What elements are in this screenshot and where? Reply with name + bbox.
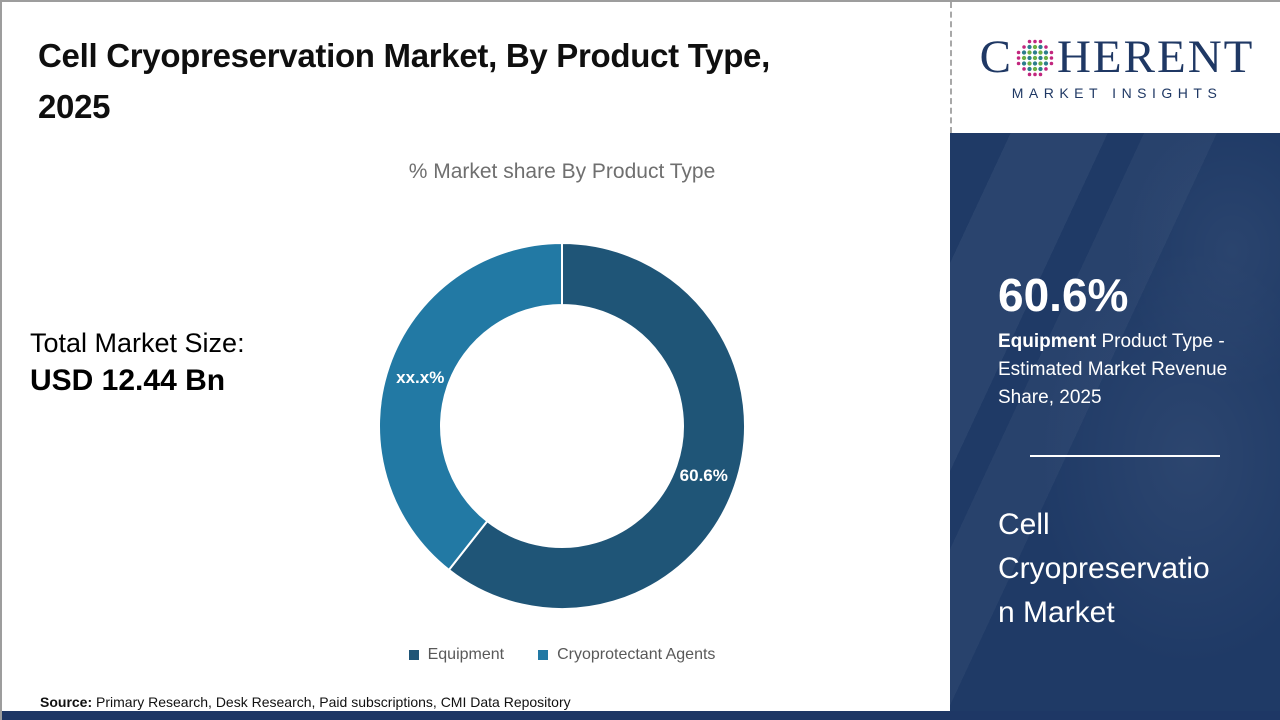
source-text: Primary Research, Desk Research, Paid su…: [92, 694, 571, 710]
sidebar-blue-panel: 60.6% Equipment Product Type - Estimated…: [950, 133, 1280, 720]
donut-chart: 60.6% xx.x%: [378, 241, 746, 610]
donut-slice-1: [378, 241, 563, 572]
legend-label-cryoprotectant-agents: Cryoprotectant Agents: [557, 646, 716, 663]
sidebar-stat-value: 60.6%: [998, 269, 1129, 321]
total-market-size-label: Total Market Size:: [30, 328, 245, 358]
legend-marker-equipment: [408, 650, 419, 660]
logo-box: C HERENT MARKET INSIGHTS: [950, 2, 1280, 133]
sidebar-content: 60.6% Equipment Product Type - Estimated…: [950, 133, 1280, 635]
coherent-logo: C HERENT: [980, 34, 1255, 81]
source-line: Source: Primary Research, Desk Research,…: [40, 694, 571, 710]
legend-label-equipment: Equipment: [427, 646, 505, 663]
chart-subtitle: % Market share By Product Type: [408, 160, 716, 183]
coherent-globe-icon: [1016, 39, 1054, 76]
donut-slice-label-1: xx.x%: [396, 368, 444, 387]
donut-slice-0: [447, 241, 746, 610]
total-market-size-value: USD 12.44 Bn: [30, 364, 226, 398]
legend-item-cryoprotectant-agents: Cryoprotectant Agents: [538, 646, 715, 664]
legend-marker-cryoprotectant-agents: [538, 650, 549, 660]
page-title-line2: 2025: [38, 88, 111, 126]
sidebar-stat-rest: Product Type - Estimated Market Revenue …: [998, 331, 1228, 409]
sidebar-market-name: Cell Cryopreservation Market: [998, 508, 1210, 630]
page-title-line1: Cell Cryopreservation Market, By Product…: [38, 37, 770, 74]
chart-legend: Equipment Cryoprotectant Agents: [162, 646, 962, 664]
sidebar-stat-segment: Equipment: [998, 331, 1097, 353]
sidebar-stat-description: Equipment Product Type - Estimated Marke…: [998, 328, 1240, 412]
logo-subtitle: MARKET INSIGHTS: [1011, 85, 1223, 101]
bottom-accent-bar: [2, 711, 1280, 720]
sidebar-divider: [1030, 455, 1220, 458]
legend-item-equipment: Equipment: [408, 646, 505, 664]
total-market-size-block: Total Market Size: USD 12.44 Bn: [30, 325, 245, 402]
logo-word-start: C: [979, 31, 1013, 83]
donut-slice-label-0: 60.6%: [680, 466, 728, 485]
source-label: Source:: [40, 694, 93, 710]
logo-word-end: HERENT: [1056, 31, 1255, 83]
sidebar: C HERENT MARKET INSIGHTS 60.6% Equipment…: [950, 2, 1280, 720]
page-title: Cell Cryopreservation Market, By Product…: [38, 30, 918, 132]
